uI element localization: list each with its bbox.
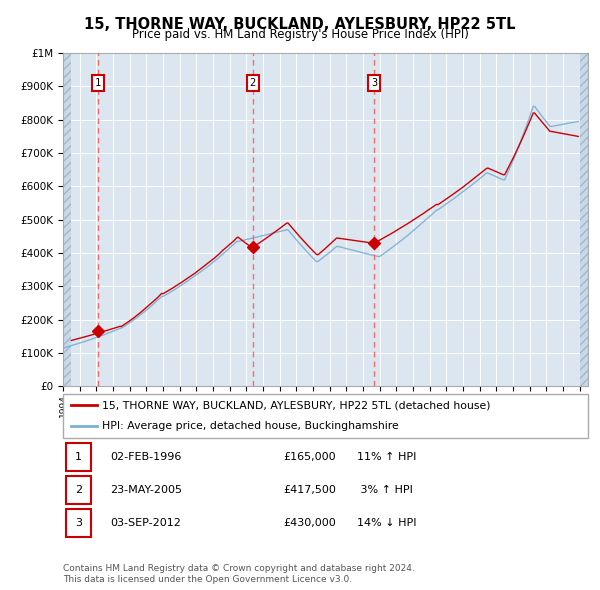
Bar xyxy=(580,53,590,386)
Text: Contains HM Land Registry data © Crown copyright and database right 2024.: Contains HM Land Registry data © Crown c… xyxy=(63,565,415,573)
Text: 11% ↑ HPI: 11% ↑ HPI xyxy=(357,453,416,462)
Bar xyxy=(580,53,590,386)
Text: £417,500: £417,500 xyxy=(283,486,336,495)
FancyBboxPatch shape xyxy=(65,443,91,471)
Bar xyxy=(63,53,71,386)
Text: 3: 3 xyxy=(371,78,377,88)
Text: This data is licensed under the Open Government Licence v3.0.: This data is licensed under the Open Gov… xyxy=(63,575,352,584)
Text: 02-FEB-1996: 02-FEB-1996 xyxy=(110,453,182,462)
Text: £430,000: £430,000 xyxy=(283,519,336,528)
Text: 1: 1 xyxy=(95,78,101,88)
Text: 03-SEP-2012: 03-SEP-2012 xyxy=(110,519,181,528)
Bar xyxy=(63,53,71,386)
Text: 3: 3 xyxy=(75,519,82,528)
Text: £165,000: £165,000 xyxy=(283,453,336,462)
FancyBboxPatch shape xyxy=(65,509,91,537)
FancyBboxPatch shape xyxy=(63,394,588,438)
Text: Price paid vs. HM Land Registry's House Price Index (HPI): Price paid vs. HM Land Registry's House … xyxy=(131,28,469,41)
FancyBboxPatch shape xyxy=(65,476,91,504)
Text: 14% ↓ HPI: 14% ↓ HPI xyxy=(357,519,416,528)
Text: 15, THORNE WAY, BUCKLAND, AYLESBURY, HP22 5TL (detached house): 15, THORNE WAY, BUCKLAND, AYLESBURY, HP2… xyxy=(103,401,491,411)
Text: 2: 2 xyxy=(74,486,82,495)
Text: 15, THORNE WAY, BUCKLAND, AYLESBURY, HP22 5TL: 15, THORNE WAY, BUCKLAND, AYLESBURY, HP2… xyxy=(84,17,516,31)
Text: 3% ↑ HPI: 3% ↑ HPI xyxy=(357,486,413,495)
Text: 23-MAY-2005: 23-MAY-2005 xyxy=(110,486,182,495)
Text: 1: 1 xyxy=(75,453,82,462)
Text: 2: 2 xyxy=(250,78,256,88)
Text: HPI: Average price, detached house, Buckinghamshire: HPI: Average price, detached house, Buck… xyxy=(103,421,399,431)
